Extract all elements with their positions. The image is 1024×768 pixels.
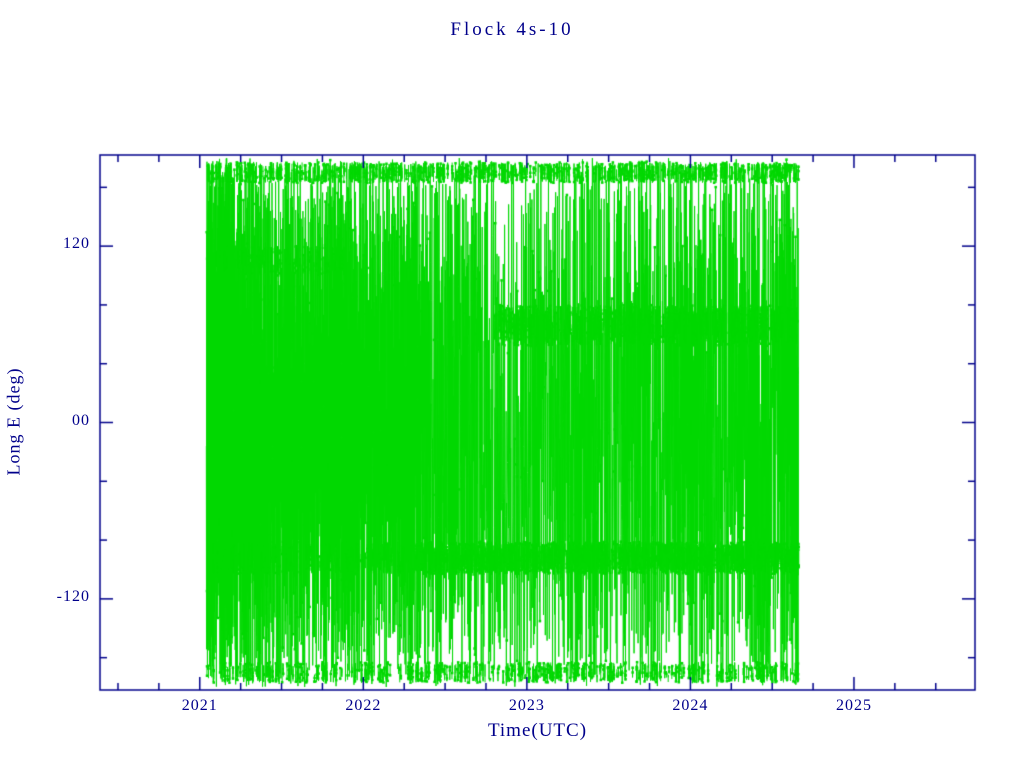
x-tick-label: 2022	[345, 697, 382, 714]
x-axis-label: Time(UTC)	[487, 720, 588, 741]
chart-title: Flock 4s-10	[450, 19, 574, 40]
y-tick-label: 00	[72, 411, 90, 429]
y-tick-label: 120	[63, 235, 90, 253]
x-tick-label: 2021	[181, 697, 218, 714]
x-tick-label: 2024	[672, 697, 709, 714]
y-tick-label: -120	[56, 587, 90, 605]
x-tick-label: 2025	[835, 697, 872, 714]
x-tick-label: 2023	[508, 697, 545, 714]
